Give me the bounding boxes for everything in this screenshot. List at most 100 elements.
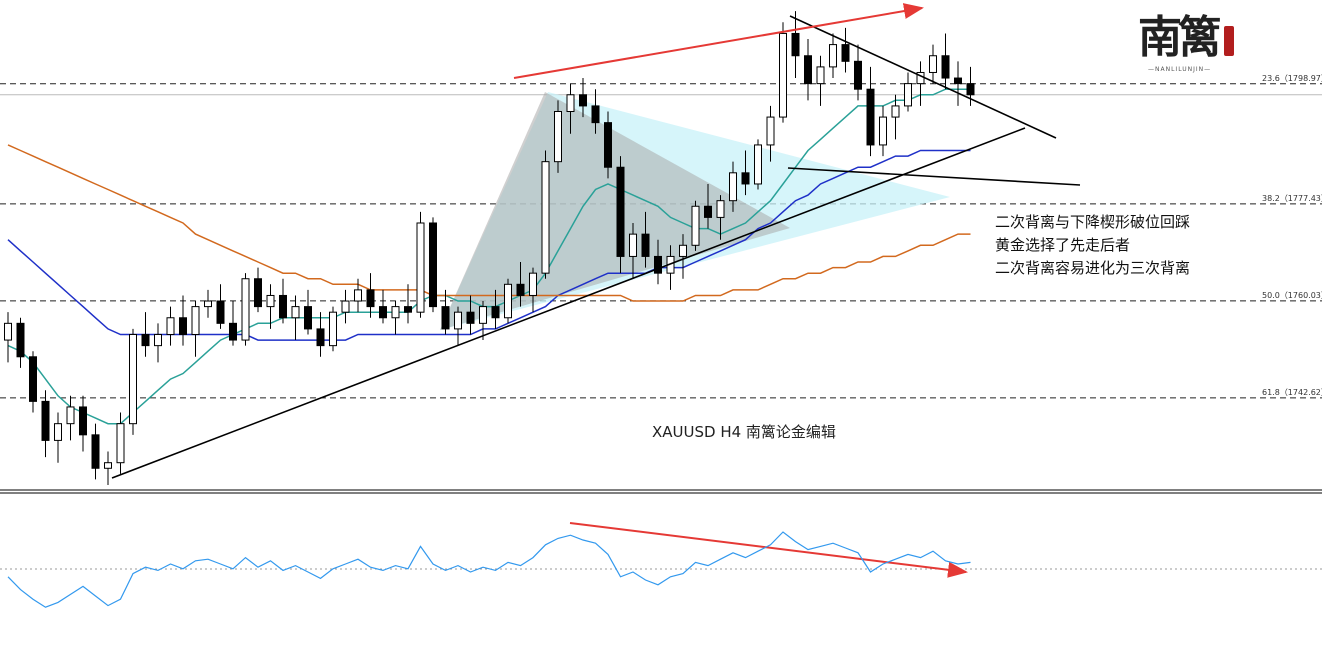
candle-body-34 — [429, 222, 437, 308]
candle-body-68 — [854, 60, 862, 90]
candle-body-64 — [804, 55, 812, 85]
ascending-support-line — [111, 127, 1026, 479]
candle-body-61 — [766, 116, 775, 146]
moving-average-0 — [7, 88, 971, 425]
oscillator-divergence-arrow — [569, 522, 968, 578]
annotation-line-1: 二次背离与下降楔形破位回踩 — [995, 213, 1191, 231]
candle-body-9 — [116, 423, 125, 464]
candle-body-0 — [4, 322, 12, 341]
candle-body-1 — [16, 322, 25, 358]
candle-body-5 — [66, 406, 75, 425]
candle-body-32 — [404, 306, 412, 313]
candle-body-52 — [654, 255, 662, 274]
candle-body-37 — [466, 311, 475, 324]
candle-body-75 — [941, 55, 950, 79]
candle-body-76 — [954, 77, 962, 85]
candle-body-74 — [929, 55, 937, 73]
fib-label-2: 50.0（1760.03） — [1262, 291, 1322, 300]
candle-body-40 — [504, 283, 512, 319]
candle-body-55 — [691, 205, 700, 246]
logo-text: 南篱 — [1138, 12, 1222, 63]
fib-label-0: 23.6（1798.97） — [1262, 74, 1322, 83]
candle-body-62 — [779, 32, 787, 118]
candle-body-4 — [54, 423, 62, 441]
trendlines — [111, 3, 1081, 479]
panel-divider — [0, 489, 1322, 494]
candle-body-36 — [454, 311, 462, 330]
brand-logo: 南篱 —NANLILUNJIN— — [1138, 12, 1248, 78]
wedge-lower-horizontal-line — [787, 167, 1081, 186]
fib-label-1: 38.2（1777.43） — [1262, 194, 1322, 203]
candle-body-43 — [541, 161, 550, 274]
candle-body-24 — [304, 306, 312, 330]
candle-body-6 — [79, 406, 87, 436]
candle-body-51 — [641, 233, 650, 257]
candle-body-14 — [179, 317, 187, 335]
candle-body-19 — [241, 278, 250, 341]
candle-body-35 — [441, 306, 450, 330]
logo-subtext: —NANLILUNJIN— — [1148, 66, 1212, 73]
candle-body-45 — [566, 94, 575, 112]
candle-body-29 — [366, 289, 375, 308]
oscillator-panel — [0, 522, 1322, 608]
candle-body-12 — [154, 333, 162, 347]
candle-body-39 — [491, 306, 500, 319]
candle-body-15 — [191, 306, 200, 335]
candle-body-63 — [791, 32, 800, 57]
candle-body-2 — [29, 356, 37, 402]
oscillator-line — [7, 531, 971, 608]
candle-body-8 — [104, 462, 112, 469]
candle-body-16 — [204, 300, 212, 308]
candle-body-7 — [91, 434, 100, 469]
candle-body-67 — [841, 44, 850, 62]
candle-body-48 — [604, 122, 612, 168]
candle-body-21 — [266, 294, 275, 308]
candle-body-33 — [416, 222, 425, 313]
candle-body-77 — [966, 83, 975, 96]
logo-seal — [1224, 26, 1234, 56]
candle-body-10 — [129, 333, 137, 425]
annotation-line-2: 黄金选择了先走后者 — [995, 236, 1131, 254]
candle-body-27 — [341, 300, 350, 313]
candlesticks — [4, 11, 975, 485]
candle-body-59 — [741, 172, 750, 185]
candle-body-23 — [291, 306, 300, 319]
moving-average-2 — [7, 144, 971, 302]
candle-body-25 — [316, 328, 325, 347]
candle-body-54 — [679, 244, 687, 257]
grey-triangle-shade — [440, 92, 790, 330]
candle-body-42 — [529, 272, 537, 296]
candle-body-46 — [579, 94, 587, 107]
candle-body-13 — [166, 317, 175, 335]
candle-body-69 — [866, 88, 875, 146]
candle-body-49 — [616, 166, 625, 257]
candle-body-72 — [904, 83, 912, 107]
fib-label-3: 61.8（1742.62） — [1262, 388, 1322, 397]
candle-body-58 — [729, 172, 737, 202]
candle-body-44 — [554, 110, 562, 163]
candle-body-50 — [629, 233, 637, 257]
candle-body-57 — [716, 200, 725, 218]
candle-body-65 — [816, 66, 825, 85]
candle-body-22 — [279, 294, 287, 319]
price-divergence-arrow — [513, 3, 924, 79]
chart-title: XAUUSD H4 南篱论金编辑 — [652, 423, 836, 441]
candle-body-60 — [754, 144, 762, 185]
candle-body-47 — [591, 105, 600, 124]
candle-body-56 — [704, 205, 712, 218]
candle-body-71 — [891, 105, 900, 118]
descending-wedge-upper-line — [789, 15, 1057, 139]
candle-body-18 — [229, 322, 237, 341]
candle-body-38 — [479, 306, 487, 324]
candle-body-11 — [141, 333, 150, 347]
candle-body-20 — [254, 278, 262, 308]
candle-body-26 — [329, 311, 337, 347]
candle-body-70 — [879, 116, 887, 146]
candle-body-31 — [391, 306, 400, 319]
candle-body-3 — [41, 400, 50, 441]
candle-body-66 — [829, 44, 837, 68]
candle-body-28 — [354, 289, 362, 302]
candle-body-41 — [516, 283, 525, 296]
annotation-line-3: 二次背离容易进化为三次背离 — [995, 259, 1191, 277]
